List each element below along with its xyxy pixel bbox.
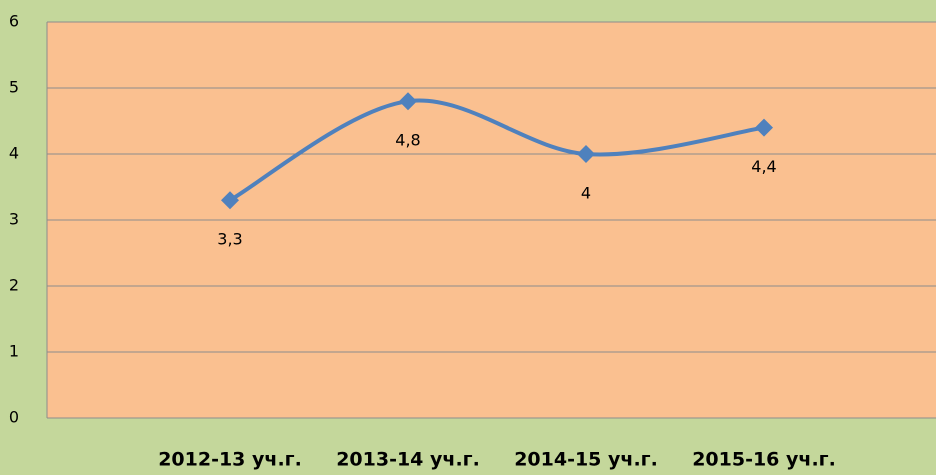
y-tick-label: 4 xyxy=(9,144,19,163)
x-tick-label: 2014-15 уч.г. xyxy=(514,449,658,471)
y-tick-label: 0 xyxy=(9,408,19,427)
x-tick-label: 2012-13 уч.г. xyxy=(158,449,302,471)
y-tick-label: 5 xyxy=(9,78,19,97)
marker xyxy=(399,92,417,111)
y-tick-label: 6 xyxy=(9,12,19,31)
marker xyxy=(755,118,773,137)
y-tick-label: 3 xyxy=(9,210,19,229)
y-tick-label: 1 xyxy=(9,342,19,361)
x-tick-label: 2015-16 уч.г. xyxy=(692,449,836,471)
data-label: 4,4 xyxy=(751,157,776,176)
marker xyxy=(221,191,239,210)
data-label: 4 xyxy=(581,184,591,203)
data-label: 3,3 xyxy=(217,230,242,249)
x-tick-label: 2013-14 уч.г. xyxy=(336,449,480,471)
y-tick-label: 2 xyxy=(9,276,19,295)
series-line xyxy=(229,98,765,202)
data-label: 4,8 xyxy=(395,131,420,150)
marker xyxy=(577,145,595,163)
